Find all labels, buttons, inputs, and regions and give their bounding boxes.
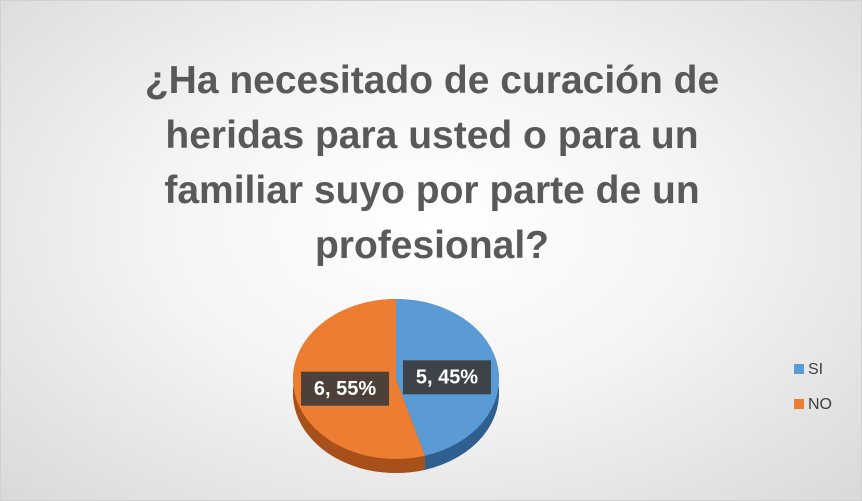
data-label-box	[301, 371, 390, 406]
legend-label: SI	[808, 361, 823, 378]
data-label: 5, 45%	[416, 367, 478, 389]
legend-swatch	[794, 364, 804, 374]
chart-title: ¿Ha necesitado de curación de heridas pa…	[144, 59, 720, 267]
data-label-box	[402, 360, 491, 395]
legend-label: NO	[808, 396, 832, 413]
legend-swatch	[794, 399, 804, 409]
data-label: 6, 55%	[314, 378, 376, 400]
